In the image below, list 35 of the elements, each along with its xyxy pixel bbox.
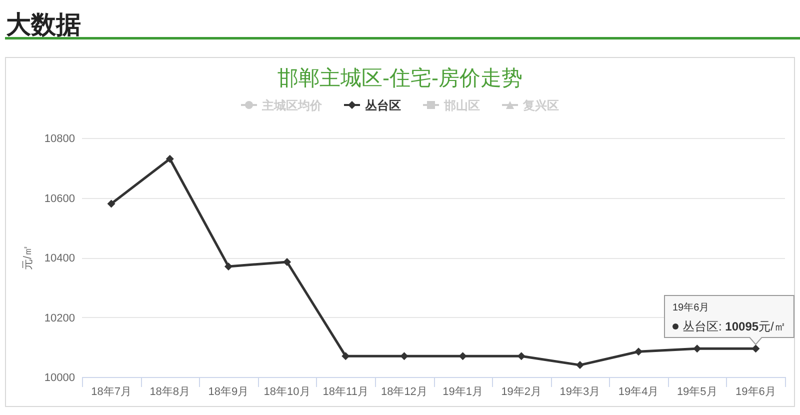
point xyxy=(693,344,702,353)
y-tick-label: 10200 xyxy=(44,312,75,324)
x-tick-label: 19年6月 xyxy=(736,386,776,398)
point xyxy=(634,348,643,356)
y-tick-label: 10800 xyxy=(44,133,75,145)
x-tick-label: 18年9月 xyxy=(208,386,249,398)
legend-label: 丛台区 xyxy=(364,98,401,112)
point xyxy=(342,352,350,360)
point xyxy=(224,262,232,270)
x-tick-label: 18年10月 xyxy=(264,386,310,398)
y-tick-label: 10400 xyxy=(44,252,75,264)
tooltip: 19年6月 丛台区: 10095元/㎡ xyxy=(664,295,794,346)
x-tick-label: 19年3月 xyxy=(560,386,600,398)
point xyxy=(576,361,584,370)
y-tick-label: 10000 xyxy=(44,372,75,384)
point xyxy=(458,352,467,360)
point xyxy=(107,200,116,208)
point xyxy=(400,352,408,360)
x-tick-label: 18年11月 xyxy=(322,386,368,398)
chart-title: 邯郸主城区-住宅-房价走势 xyxy=(278,67,522,90)
y-axis-title: 元/㎡ xyxy=(22,244,34,270)
x-tick-label: 19年5月 xyxy=(676,386,718,398)
annotation: 丛台区: 10095元/㎡ xyxy=(682,320,786,334)
x-tick-label: 19年4月 xyxy=(618,386,659,398)
text: 大数据 xyxy=(6,11,81,39)
point xyxy=(166,154,174,163)
point xyxy=(283,258,292,266)
point xyxy=(517,352,526,360)
y-tick-label: 10600 xyxy=(44,192,75,205)
point xyxy=(752,344,760,353)
x-tick-label: 19年1月 xyxy=(442,386,483,398)
x-tick-label: 18年12月 xyxy=(380,386,428,398)
x-tick-label: 18年8月 xyxy=(150,386,190,398)
x-tick-label: 18年7月 xyxy=(91,386,132,398)
x-tick-label: 19年2月 xyxy=(501,386,542,398)
